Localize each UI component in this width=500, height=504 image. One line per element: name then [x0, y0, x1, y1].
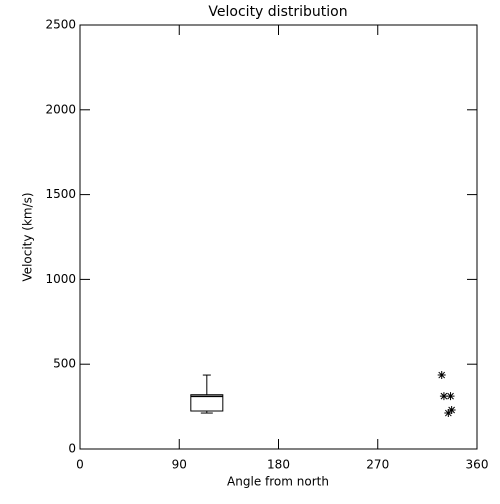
outlier-point: [439, 392, 448, 401]
outlier-point: [447, 405, 456, 414]
box: [190, 394, 224, 412]
x-axis-label: Angle from north: [227, 475, 329, 489]
y-tick-label: 1000: [45, 272, 76, 286]
y-axis-label: Velocity (km/s): [21, 192, 35, 281]
x-tick-label: 90: [172, 458, 187, 472]
outlier-point: [446, 392, 455, 401]
outlier-point: [444, 409, 453, 418]
y-tick-label: 1500: [45, 187, 76, 201]
x-tick-label: 0: [76, 458, 84, 472]
x-tick-label: 270: [366, 458, 389, 472]
y-tick-label: 2000: [45, 102, 76, 116]
y-tick-label: 2500: [45, 18, 76, 32]
x-tick-label: 180: [267, 458, 290, 472]
y-tick-label: 0: [68, 442, 76, 456]
x-tick-label: 360: [466, 458, 489, 472]
chart-title: Velocity distribution: [208, 4, 347, 20]
outlier-point: [437, 371, 446, 380]
y-tick-label: 500: [53, 357, 76, 371]
